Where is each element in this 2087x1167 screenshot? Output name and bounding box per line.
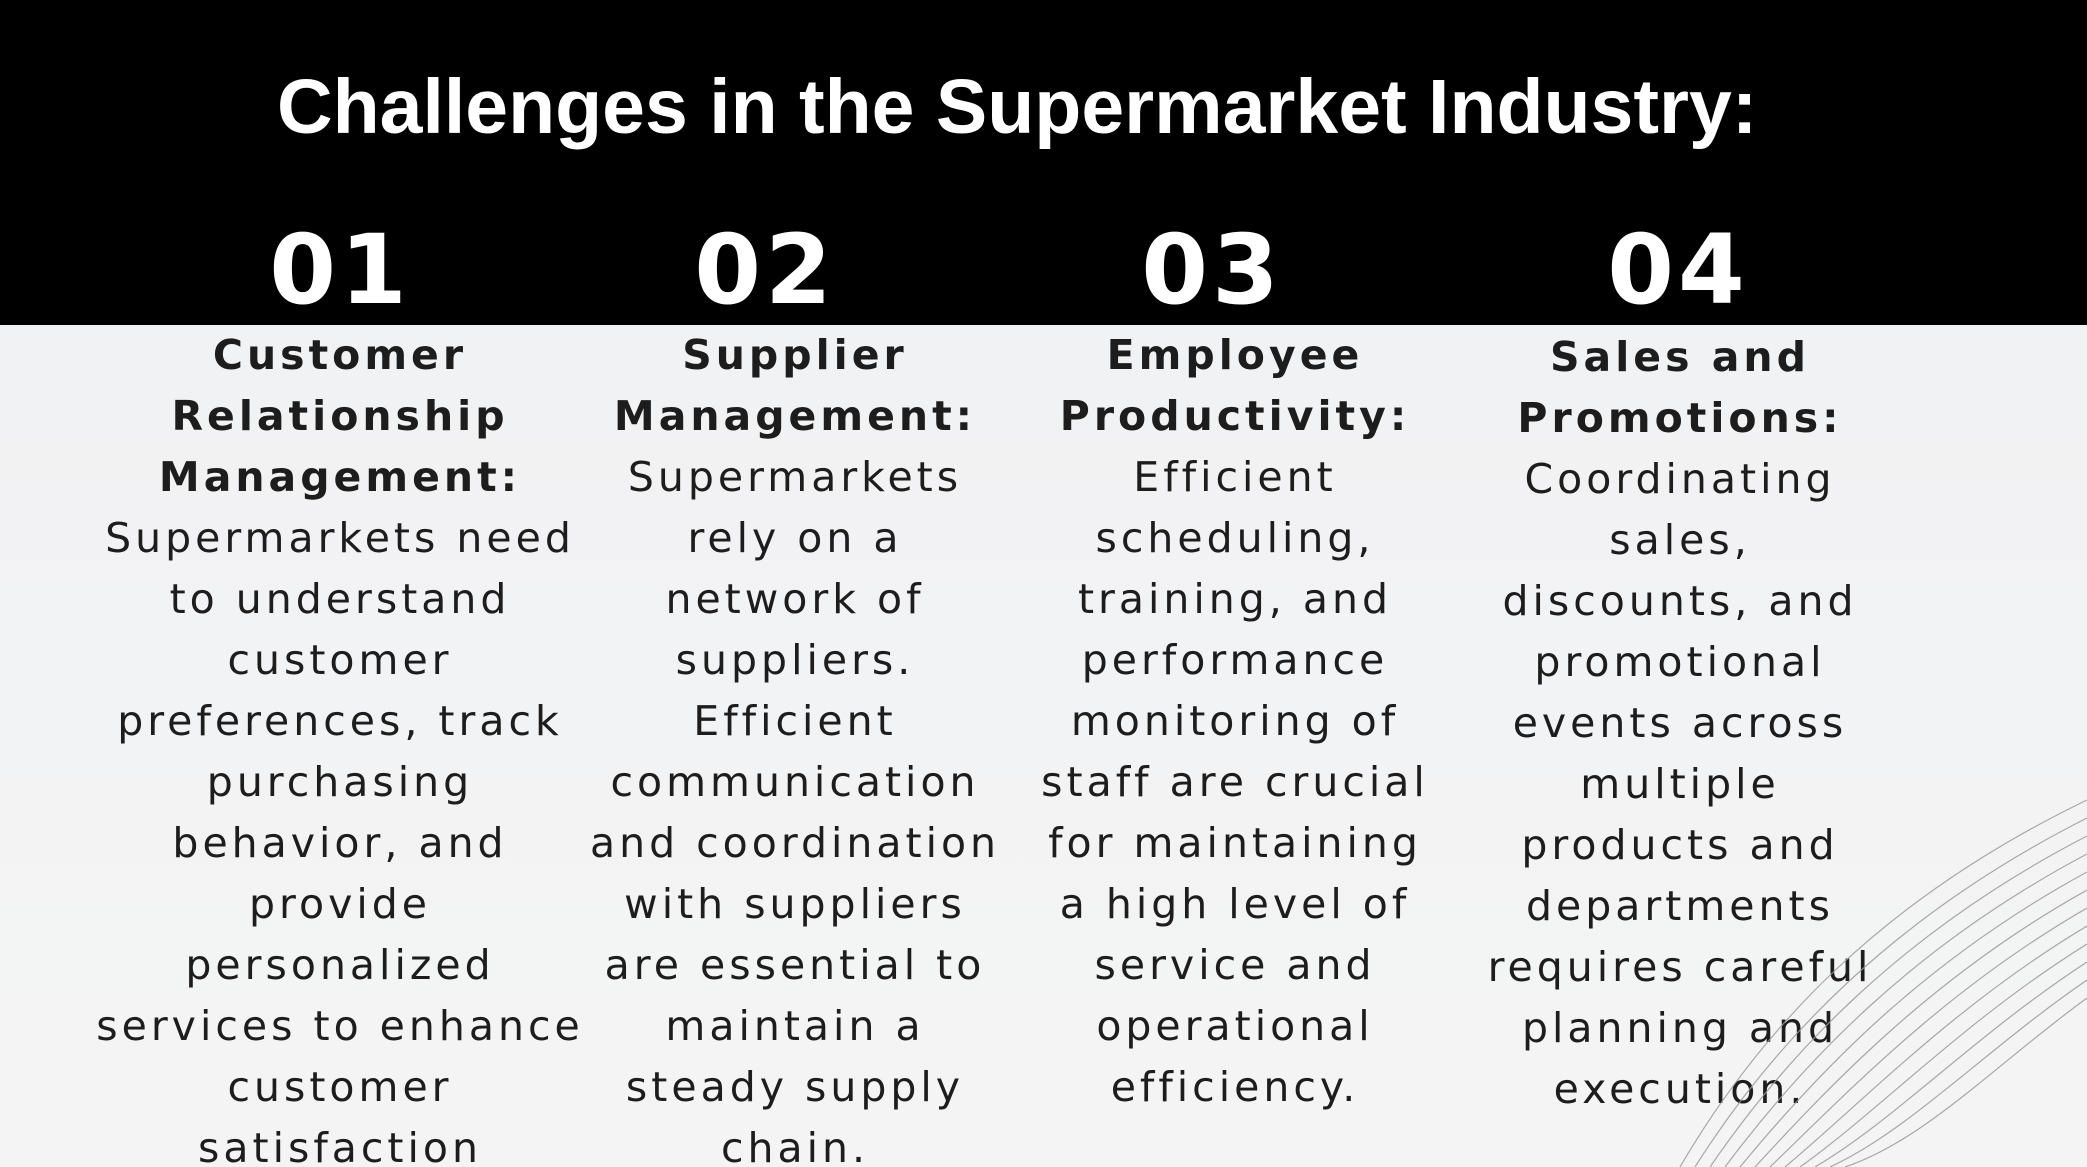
challenge-column-1: Customer Relationship Management: Superm…: [95, 325, 585, 1167]
header-band: Challenges in the Supermarket Industry:: [0, 0, 2087, 325]
challenge-heading-4: Sales and Promotions:: [1517, 333, 1843, 442]
challenge-heading-3: Employee Productivity:: [1059, 331, 1411, 440]
content-area: Customer Relationship Management: Superm…: [0, 325, 2087, 1167]
challenge-column-2: Supplier Management: Supermarkets rely o…: [585, 325, 1005, 1167]
challenge-number-1: 01: [269, 214, 411, 326]
challenge-number-4: 04: [1607, 214, 1749, 326]
challenge-text-1: Customer Relationship Management: Superm…: [95, 325, 585, 1167]
challenge-column-3: Employee Productivity: Efficient schedul…: [1035, 325, 1435, 1118]
challenge-column-4: Sales and Promotions: Coordinating sales…: [1480, 327, 1880, 1120]
page-title: Challenges in the Supermarket Industry:: [277, 64, 1758, 150]
challenge-body-3: Efficient scheduling, training, and perf…: [1041, 453, 1429, 1111]
challenge-text-2: Supplier Management: Supermarkets rely o…: [585, 325, 1005, 1167]
challenge-text-4: Sales and Promotions: Coordinating sales…: [1480, 327, 1880, 1120]
challenge-number-3: 03: [1141, 214, 1283, 326]
challenge-heading-2: Supplier Management:: [613, 331, 977, 440]
challenge-heading-1: Customer Relationship Management:: [158, 331, 522, 501]
challenge-text-3: Employee Productivity: Efficient schedul…: [1035, 325, 1435, 1118]
challenge-body-4: Coordinating sales, discounts, and promo…: [1487, 455, 1873, 1113]
challenge-body-2: Supermarkets rely on a network of suppli…: [589, 453, 1001, 1167]
challenge-body-1: Supermarkets need to understand customer…: [96, 514, 584, 1167]
challenge-number-2: 02: [694, 214, 836, 326]
